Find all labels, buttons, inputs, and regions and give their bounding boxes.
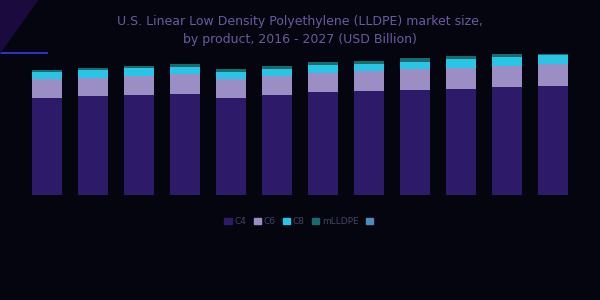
Bar xyxy=(32,72,62,79)
Title: U.S. Linear Low Density Polyethylene (LLDPE) market size,
by product, 2016 - 202: U.S. Linear Low Density Polyethylene (LL… xyxy=(117,15,483,46)
Bar xyxy=(124,76,154,95)
Bar xyxy=(124,68,154,76)
Bar xyxy=(400,58,430,62)
Bar xyxy=(262,76,292,95)
Bar xyxy=(538,52,568,56)
Bar xyxy=(124,95,154,195)
Bar xyxy=(78,68,108,70)
Bar xyxy=(308,92,338,195)
Bar xyxy=(492,66,522,87)
Bar xyxy=(32,98,62,195)
Bar xyxy=(78,96,108,195)
Bar xyxy=(354,71,384,91)
Bar xyxy=(78,78,108,96)
Bar xyxy=(124,66,154,68)
Bar xyxy=(32,79,62,98)
Bar xyxy=(400,70,430,90)
Bar xyxy=(446,68,476,89)
Bar xyxy=(446,89,476,195)
Bar xyxy=(538,56,568,64)
Bar xyxy=(354,61,384,64)
Bar xyxy=(262,95,292,195)
Bar xyxy=(492,57,522,66)
Bar xyxy=(354,91,384,195)
Bar xyxy=(170,74,200,94)
Bar xyxy=(170,64,200,67)
Legend: C4, C6, C8, mLLDPE, : C4, C6, C8, mLLDPE, xyxy=(221,214,379,230)
Bar xyxy=(262,66,292,69)
Bar xyxy=(538,64,568,86)
Bar xyxy=(216,98,246,195)
Bar xyxy=(492,87,522,195)
Bar xyxy=(400,90,430,195)
Polygon shape xyxy=(0,0,38,54)
Bar xyxy=(308,65,338,73)
Bar xyxy=(446,59,476,68)
Bar xyxy=(400,61,430,70)
Bar xyxy=(216,70,246,72)
Bar xyxy=(308,62,338,65)
Bar xyxy=(216,72,246,79)
Bar xyxy=(538,86,568,195)
Bar xyxy=(170,67,200,74)
Bar xyxy=(492,54,522,57)
Bar xyxy=(262,69,292,76)
Bar xyxy=(308,73,338,92)
Bar xyxy=(78,70,108,78)
Bar xyxy=(446,56,476,59)
Bar xyxy=(354,64,384,71)
Bar xyxy=(216,79,246,98)
Bar xyxy=(170,94,200,195)
Bar xyxy=(32,70,62,72)
